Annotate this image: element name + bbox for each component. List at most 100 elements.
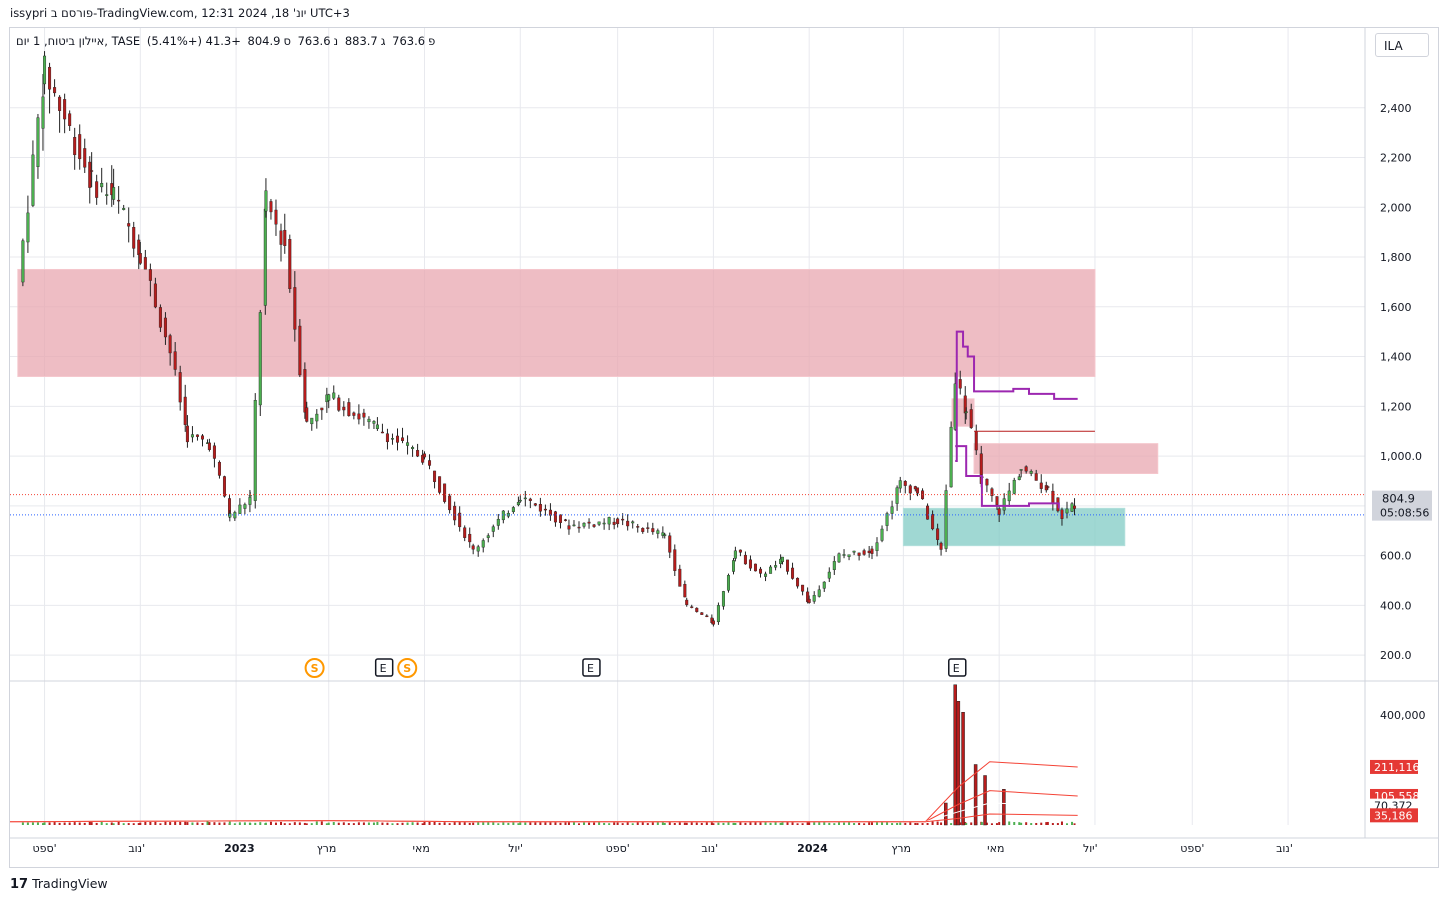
time-tick-label: מרץ (891, 842, 911, 855)
volume-bar (1065, 823, 1068, 825)
volume-bar (1045, 822, 1048, 825)
candle-down (288, 239, 292, 290)
volume-bar (186, 822, 189, 825)
volume-bar (899, 822, 902, 825)
candle-down (168, 335, 172, 354)
candle-up (1007, 490, 1011, 502)
candle-down (195, 434, 199, 437)
candle-up (315, 413, 319, 422)
candle-down (908, 485, 912, 494)
candle-down (553, 511, 557, 523)
publish-header: issypri פורסם ב-TradingView.com, יונ' 18… (10, 6, 350, 20)
volume-bar (421, 823, 424, 825)
high-label: ג (380, 34, 386, 48)
volume-bar (995, 823, 998, 825)
candle-up (327, 394, 331, 401)
volume-bar (305, 823, 308, 825)
candle-up (895, 487, 899, 504)
volume-bar (502, 822, 505, 825)
volume-bar (891, 823, 894, 825)
volume-badge-label: 211,116 (1374, 761, 1420, 774)
candle-up (511, 507, 515, 512)
volume-tick-label: 400,000 (1380, 709, 1426, 722)
volume-bar (416, 822, 419, 825)
volume-bar (940, 822, 943, 825)
volume-bar (572, 821, 575, 825)
candle-down (626, 520, 630, 527)
volume-bar (554, 821, 557, 825)
volume-spike-bar (1002, 789, 1006, 826)
volume-bar (48, 822, 51, 825)
volume-bar (472, 822, 475, 825)
ticker-button[interactable]: ILA (1375, 33, 1429, 57)
volume-bar (876, 821, 879, 825)
volume-bar (980, 822, 983, 825)
volume-bar (149, 821, 152, 825)
candle-down (1060, 509, 1064, 519)
volume-bar (401, 822, 404, 825)
volume-bar (998, 822, 1001, 825)
candle-up (190, 434, 194, 438)
volume-bar (588, 822, 591, 825)
candle-up (1065, 508, 1069, 514)
candle-up (631, 521, 635, 524)
candle-up (597, 521, 601, 525)
candle-up (486, 535, 490, 538)
volume-bar (1060, 821, 1063, 825)
candle-up (476, 546, 480, 552)
volume-bar (58, 822, 61, 825)
volume-bar (174, 821, 177, 825)
low-label: נ (333, 34, 339, 48)
volume-bar (931, 821, 934, 825)
volume-bar (391, 823, 394, 825)
volume-bar (710, 821, 713, 825)
volume-bar (238, 822, 241, 825)
footer-brand[interactable]: 𝟭𝟳 TradingView (10, 876, 108, 892)
candle-down (939, 542, 943, 550)
volume-bar (1040, 822, 1043, 825)
candle-down (173, 351, 177, 370)
volume-bar (325, 823, 328, 825)
high-value: 883.7 (344, 34, 378, 48)
volume-bar (914, 823, 917, 825)
chart-canvas[interactable]: 200.0400.0600.0800.01,000.01,2001,4001,6… (10, 28, 1438, 867)
candle-down (577, 526, 581, 529)
candle-up (827, 571, 831, 579)
volume-bar (712, 823, 715, 825)
volume-bar (990, 823, 993, 825)
volume-bar (411, 822, 414, 825)
price-tick-label: 1,200 (1380, 400, 1412, 413)
candle-down (178, 372, 182, 403)
dividend-event-icon (304, 658, 325, 678)
candle-up (949, 426, 953, 488)
volume-bar (122, 823, 125, 825)
volume-bar (381, 822, 384, 825)
price-tick-label: 2,400 (1380, 102, 1412, 115)
candle-up (656, 530, 660, 534)
volume-bar (921, 823, 924, 825)
earnings-event-label: E (380, 662, 387, 675)
candle-up (817, 589, 821, 597)
candle-down (641, 528, 645, 532)
volume-bar (184, 821, 187, 825)
candle-down (974, 431, 978, 451)
time-tick-label: 2024 (797, 842, 828, 855)
volume-bar (646, 823, 649, 825)
volume-bar (559, 822, 562, 825)
candle-down (158, 307, 162, 328)
chart-frame[interactable]: 200.0400.0600.0800.01,000.01,2001,4001,6… (9, 27, 1439, 868)
earnings-event-icon (374, 658, 394, 677)
candle-up (41, 96, 45, 129)
candle-up (602, 522, 606, 525)
volume-bar (631, 823, 634, 825)
candle-down (711, 620, 715, 625)
time-tick-label: יול' (1083, 842, 1098, 855)
candle-down (453, 505, 457, 521)
resistance-zone (973, 443, 1159, 474)
volume-bar (685, 822, 688, 825)
earnings-event-icon (582, 658, 601, 677)
volume-bar (1008, 821, 1011, 825)
volume-bar (154, 821, 157, 825)
candle-down (1034, 473, 1038, 481)
time-tick-label: נוב' (1276, 842, 1293, 855)
